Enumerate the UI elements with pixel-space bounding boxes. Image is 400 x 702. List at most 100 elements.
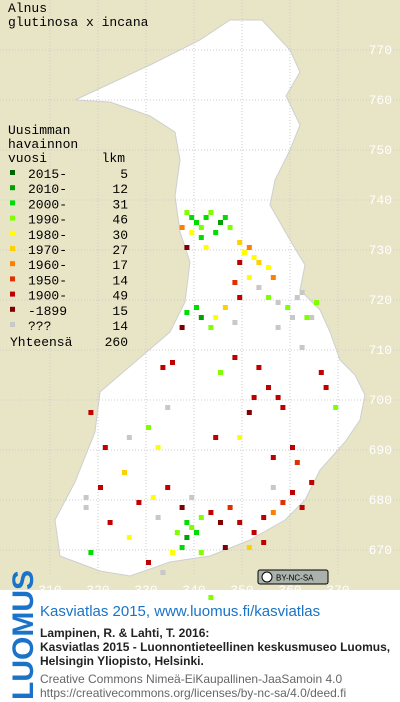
observation-square: [198, 225, 204, 230]
observation-square: [98, 485, 103, 490]
observation-square: [246, 245, 252, 250]
easting-label: 360: [278, 583, 301, 598]
observation-square: [290, 315, 295, 320]
observation-square: [275, 395, 281, 400]
northing-label: 760: [369, 93, 392, 108]
legend-period: 2015-: [28, 167, 67, 182]
legend-period: 1990-: [28, 213, 67, 228]
easting-label: 370: [326, 583, 349, 598]
observation-square: [102, 445, 108, 450]
observation-square: [275, 325, 281, 330]
observation-square: [314, 300, 319, 305]
observation-square: [318, 370, 324, 375]
observation-square: [194, 220, 199, 225]
legend-swatch: [10, 276, 15, 282]
easting-label: 310: [38, 583, 61, 598]
observation-square: [304, 315, 310, 320]
legend-total-label: Yhteensä: [10, 335, 73, 350]
logo: LUOMUS: [7, 570, 40, 700]
legend-count: 30: [112, 228, 128, 243]
observation-square: [184, 310, 190, 315]
legend-period: 1960-: [28, 258, 67, 273]
observation-square: [146, 560, 151, 565]
observation-square: [136, 500, 142, 505]
legend-count: 12: [112, 182, 128, 197]
observation-square: [146, 425, 151, 430]
northing-label: 700: [369, 393, 392, 408]
observation-square: [179, 545, 185, 550]
observation-square: [266, 265, 271, 270]
observation-square: [232, 320, 238, 325]
observation-square: [323, 385, 329, 390]
observation-square: [198, 515, 204, 520]
observation-square: [218, 370, 223, 375]
observation-square: [160, 365, 166, 370]
observation-square: [174, 530, 180, 535]
observation-square: [208, 210, 214, 215]
observation-square: [155, 445, 161, 450]
cc-icon: [261, 571, 273, 583]
observation-square: [251, 530, 257, 535]
license: Creative Commons Nimeä-EiKaupallinen-Jaa…: [40, 672, 342, 686]
citation: Kasviatlas 2015 - Luonnontieteellinen ke…: [40, 640, 390, 654]
legend-count: 14: [112, 273, 128, 288]
observation-square: [184, 520, 190, 525]
observation-square: [251, 255, 257, 260]
observation-square: [179, 505, 185, 510]
observation-square: [251, 395, 257, 400]
legend-swatch: [10, 261, 15, 267]
observation-square: [232, 280, 238, 285]
observation-square: [246, 545, 252, 550]
observation-square: [232, 355, 238, 360]
observation-square: [170, 360, 175, 365]
observation-square: [203, 215, 209, 220]
observation-square: [222, 215, 228, 220]
legend-period: 2000-: [28, 197, 67, 212]
legend-period: 2010-: [28, 182, 67, 197]
observation-square: [256, 285, 262, 290]
observation-square: [275, 300, 281, 305]
observation-square: [256, 260, 262, 265]
observation-square: [218, 220, 223, 225]
legend-swatch: [10, 230, 15, 236]
observation-square: [237, 520, 243, 525]
headline: Kasviatlas 2015, www.luomus.fi/kasviatla…: [40, 603, 320, 620]
legend-header: vuosi: [8, 151, 47, 166]
observation-square: [227, 505, 233, 510]
license: https://creativecommons.org/licenses/by-…: [40, 686, 346, 700]
observation-square: [237, 435, 243, 440]
legend-header: lkm: [102, 151, 126, 166]
observation-square: [227, 225, 233, 230]
observation-square: [309, 480, 315, 485]
observation-square: [189, 215, 195, 220]
observation-square: [299, 290, 305, 295]
observation-square: [261, 515, 267, 520]
legend-header: Uusimman: [8, 123, 70, 138]
observation-square: [218, 520, 223, 525]
legend-swatch: [10, 185, 15, 191]
observation-square: [189, 525, 195, 530]
observation-square: [222, 305, 228, 310]
northing-label: 670: [369, 543, 392, 558]
observation-square: [246, 275, 252, 280]
species-title: Alnus: [8, 1, 47, 16]
observation-square: [237, 260, 243, 265]
northing-label: 750: [369, 143, 392, 158]
observation-square: [222, 545, 228, 550]
observation-square: [170, 550, 175, 555]
citation: Lampinen, R. & Lahti, T. 2016:: [40, 626, 209, 640]
northing-label: 720: [369, 293, 392, 308]
observation-square: [213, 315, 219, 320]
legend-period: ???: [28, 319, 51, 334]
observation-square: [246, 410, 252, 415]
observation-square: [122, 470, 127, 475]
observation-square: [294, 460, 300, 465]
observation-square: [160, 570, 166, 575]
legend-period: -1899: [28, 304, 67, 319]
observation-square: [270, 275, 276, 280]
observation-square: [184, 245, 190, 250]
observation-square: [179, 325, 185, 330]
observation-square: [107, 520, 113, 525]
observation-square: [165, 485, 171, 490]
observation-square: [150, 495, 156, 500]
